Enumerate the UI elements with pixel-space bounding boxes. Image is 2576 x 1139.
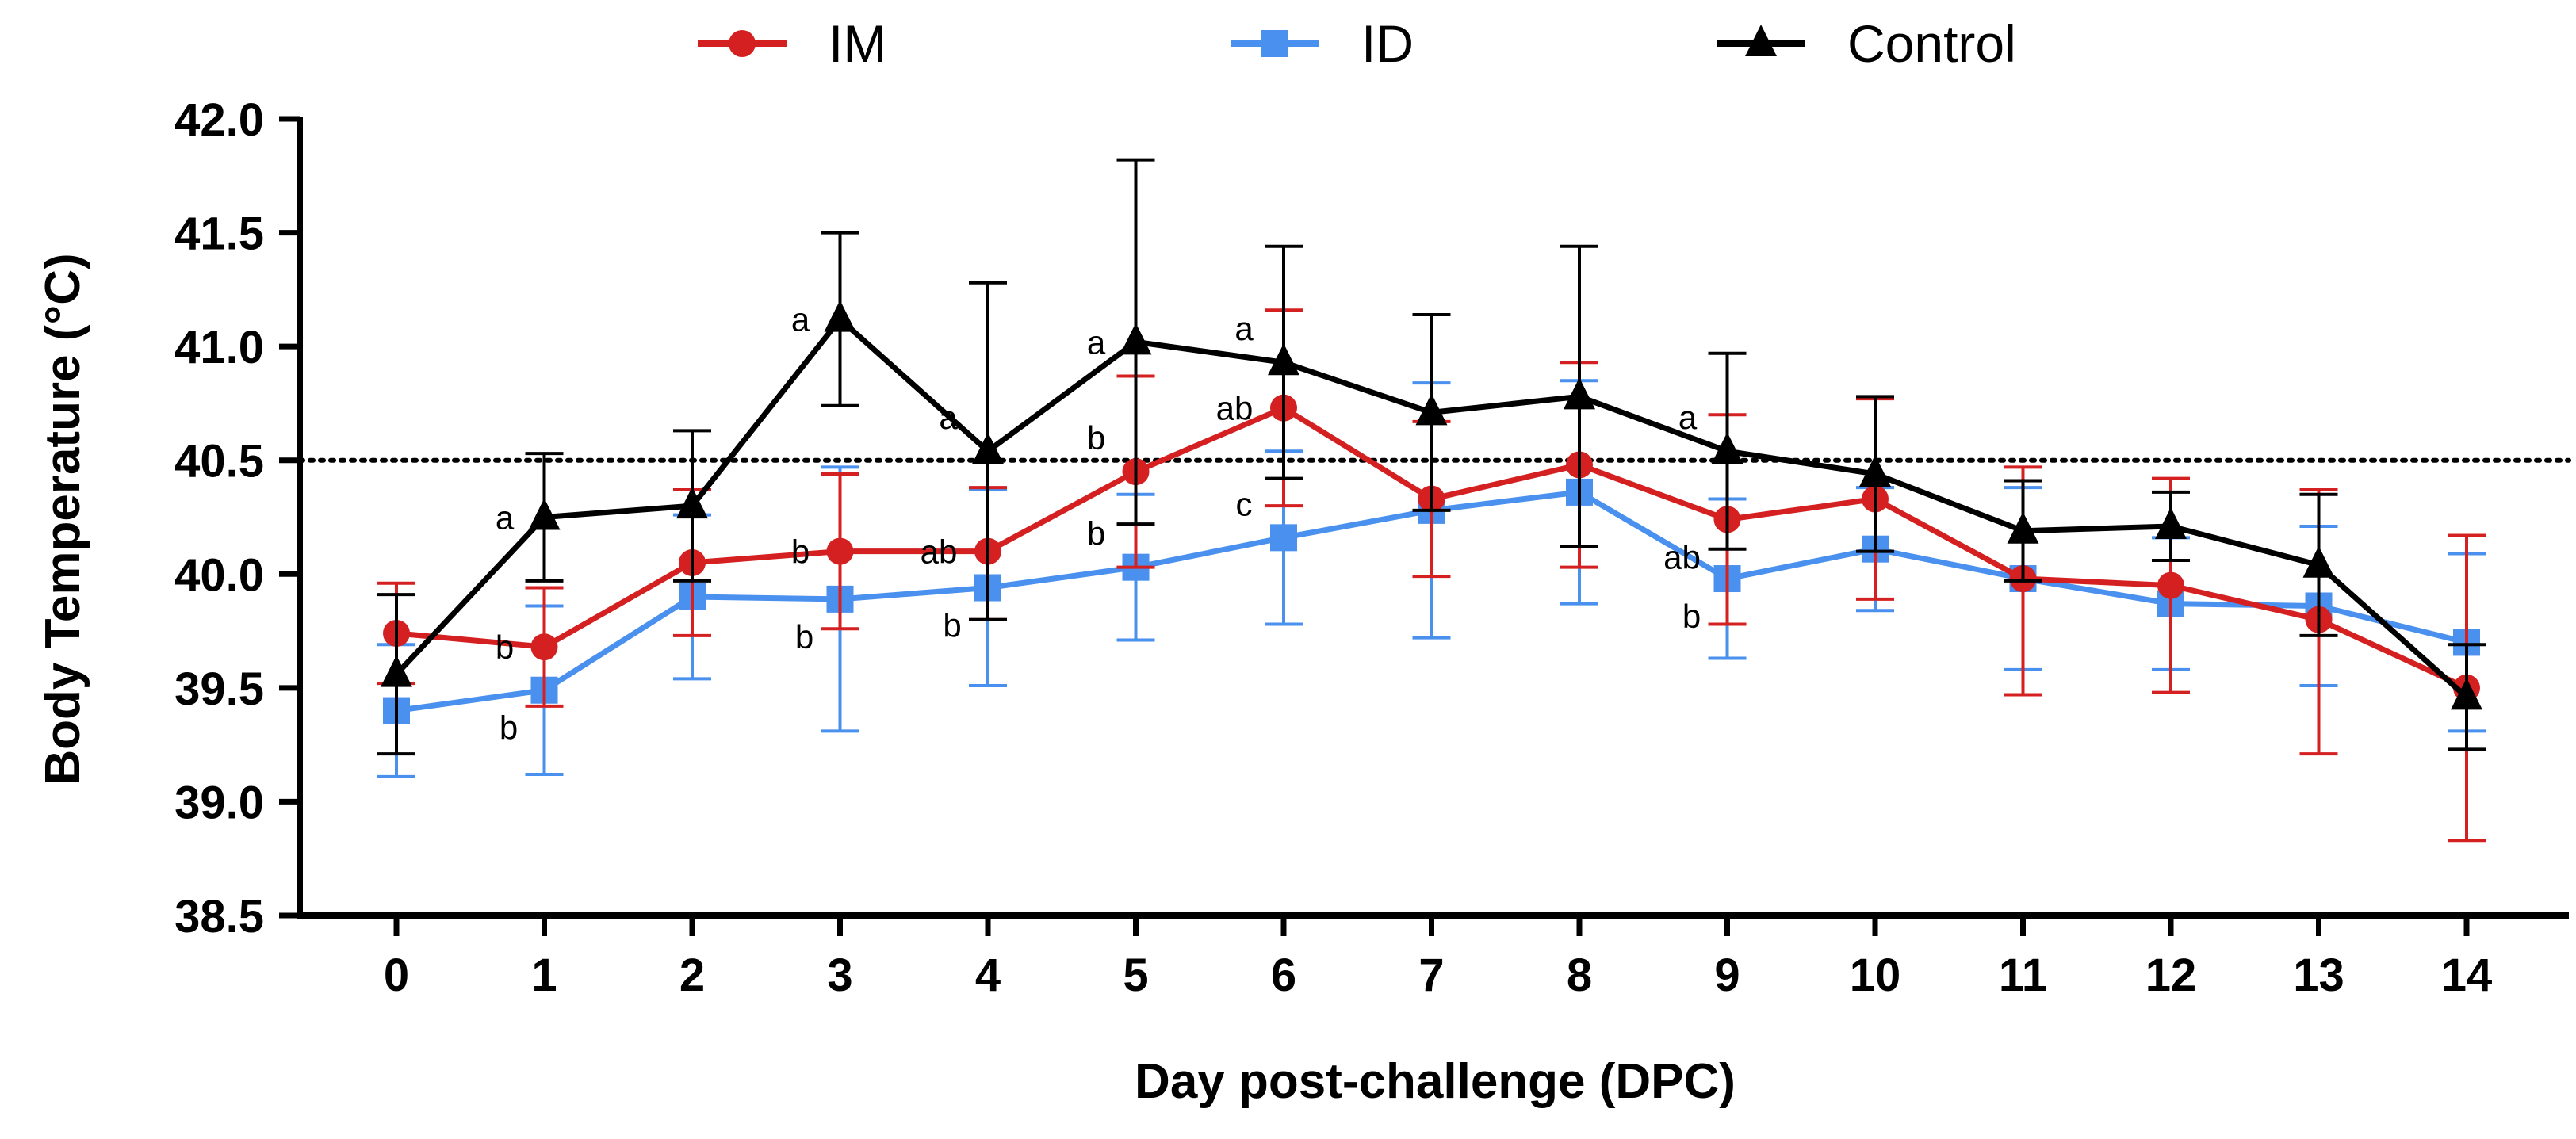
significance-label: b [1087,419,1105,457]
axes: 38.539.039.540.040.541.041.542.00 1 2 3 4 5 6 7… [174,94,2569,1001]
x-tick-label: 12 [2145,950,2197,1001]
x-tick-label: 10 [1850,950,1901,1001]
legend-item-id: ID [1231,14,1414,73]
data-point [1415,393,1448,426]
data-point [1564,377,1595,410]
significance-label: a [1234,310,1254,347]
series-layer [377,158,2486,843]
significance-label: b [1682,598,1701,635]
x-tick-label: 7 [1418,950,1444,1001]
legend-item-im: IM [698,14,886,73]
significance-label: b [791,533,810,571]
data-point [676,487,708,519]
legend-label: ID [1361,14,1414,73]
x-tick-label: 1 [531,950,557,1001]
legend-label: IM [829,14,886,73]
x-tick-label: 8 [1567,950,1592,1001]
significance-label: c [1236,485,1253,522]
y-tick-label: 38.5 [174,891,264,942]
legend: IM ID Control [698,14,2016,73]
x-tick-label: 11 [1999,950,2047,1001]
data-point [972,432,1004,464]
data-point [2302,545,2335,578]
x-tick-label: 5 [1123,950,1148,1001]
x-tick-label: 14 [2441,950,2493,1001]
data-point [1859,454,1891,487]
legend-item-control: Control [1717,14,2016,73]
significance-label: a [1087,323,1106,361]
data-point [530,633,558,661]
legend-marker [1261,30,1288,57]
data-point [2007,511,2039,544]
y-tick-label: 41.0 [174,322,264,373]
data-point [2155,506,2187,539]
data-point [1120,323,1152,355]
data-point [2451,678,2482,710]
legend-marker [1745,25,1777,56]
y-tick-label: 42.0 [174,94,264,146]
data-point [1711,432,1743,464]
significance-label: b [943,607,961,644]
significance-label: a [939,399,958,436]
legend-label: Control [1847,14,2016,73]
y-tick-label: 40.0 [174,549,264,601]
significance-label: b [500,709,518,747]
significance-label: ab [1216,390,1254,427]
y-tick-label: 39.5 [174,663,264,715]
x-tick-label: 2 [679,950,705,1001]
data-point [528,498,561,530]
significance-label: b [795,618,813,655]
significance-label: b [1087,515,1105,552]
data-point [1268,343,1299,376]
x-axis-label: Day post-challenge (DPC) [1135,1054,1736,1109]
y-tick-label: 40.5 [174,436,264,487]
x-tick-label: 0 [384,950,409,1001]
legend-marker [729,30,756,57]
y-tick-label: 41.5 [174,208,264,260]
significance-label: a [791,301,810,338]
significance-label: a [1678,399,1698,436]
x-tick-label: 6 [1271,950,1296,1001]
x-tick-label: 9 [1714,950,1740,1001]
x-tick-label: 4 [975,950,1001,1001]
series-control [377,158,2486,756]
significance-label: b [496,629,514,666]
x-tick-label: 13 [2293,950,2344,1001]
significance-label: a [496,499,515,537]
significance-label: ab [921,533,958,571]
y-axis-label: Body Temperature (°C) [36,253,90,785]
data-point [2157,571,2184,599]
data-point [824,300,856,332]
data-point [826,537,854,565]
data-point [1270,524,1297,552]
x-tick-label: 3 [827,950,852,1001]
y-tick-label: 39.0 [174,777,264,828]
data-point [381,655,412,687]
significance-label: ab [1663,538,1701,575]
